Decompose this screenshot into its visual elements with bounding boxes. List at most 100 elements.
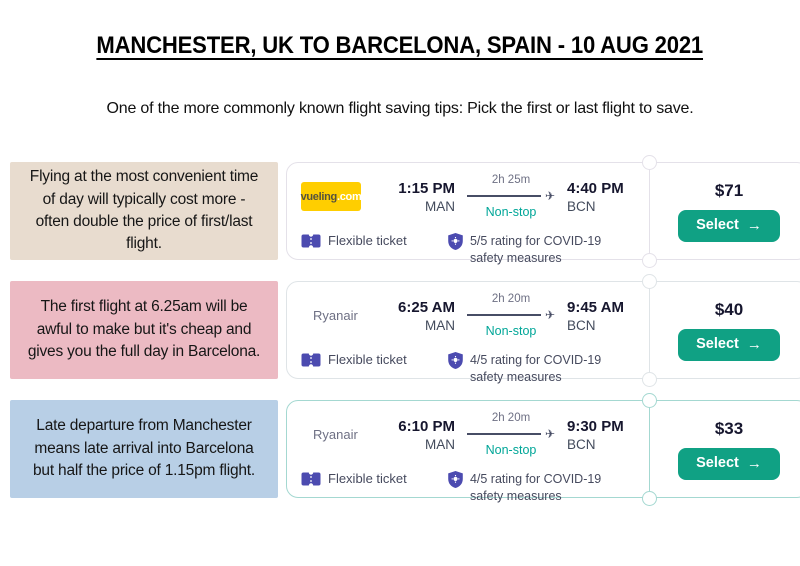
covid-rating-text: 4/5 rating for COVID-19 safety measures [469, 353, 602, 384]
duration-block: 2h 20m ✈ Non-stop [455, 412, 567, 457]
flexible-ticket-label: Flexible ticket [328, 352, 407, 367]
flight-row-2: The first flight at 6.25am will be awful… [10, 273, 800, 387]
flight-summary: Ryanair 6:10 PM MAN 2h 20m ✈ Non-stop [287, 401, 649, 462]
departure: 1:15 PM MAN [389, 180, 455, 214]
price-label: $33 [714, 418, 744, 438]
note-box: Flying at the most convenient time of da… [10, 162, 278, 260]
airline-name: Ryanair [313, 308, 358, 323]
departure-time: 6:10 PM [398, 417, 455, 435]
covid-rating: 4/5 rating for COVID-19 safety measures [448, 352, 635, 386]
note-box: Late departure from Manchester means lat… [10, 400, 278, 498]
stops-label: Non-stop [485, 205, 537, 219]
departure-airport: MAN [425, 317, 455, 333]
covid-rating: 4/5 rating for COVID-19 safety measures [448, 471, 635, 505]
covid-rating-text: 4/5 rating for COVID-19 safety measures [469, 472, 602, 503]
covid-rating: 5/5 rating for COVID-19 safety measures [448, 233, 635, 267]
flight-card: Ryanair 6:25 AM MAN 2h 20m ✈ Non-stop [286, 273, 800, 387]
airline-name: Ryanair [313, 427, 358, 442]
ticket-perforation [642, 154, 657, 268]
flight-path: ✈ [467, 309, 555, 321]
flight-card: vueling .com 1:15 PM MAN 2h 25m ✈ Non-sto [286, 154, 800, 268]
departure: 6:10 PM MAN [389, 418, 455, 452]
flight-extras: Flexible ticket 5/5 rating for COVID-19 … [287, 224, 649, 277]
ticket-icon [301, 233, 321, 248]
airline-cell: Ryanair [301, 427, 389, 442]
arrow-right-icon: → [746, 216, 762, 234]
ticket-icon [301, 352, 321, 367]
select-button-label: Select [696, 336, 739, 352]
arrival-time: 9:45 AM [567, 298, 624, 316]
flight-summary: Ryanair 6:25 AM MAN 2h 20m ✈ Non-stop [287, 282, 649, 343]
arrival-airport: BCN [567, 198, 596, 214]
plane-icon: ✈ [544, 308, 555, 322]
plane-icon: ✈ [544, 427, 555, 441]
duration-block: 2h 20m ✈ Non-stop [455, 293, 567, 338]
duration-label: 2h 25m [491, 174, 531, 186]
duration-block: 2h 25m ✈ Non-stop [455, 174, 567, 219]
note-text: Late departure from Manchester means lat… [33, 417, 255, 480]
flight-path: ✈ [467, 190, 555, 202]
arrow-right-icon: → [746, 335, 762, 353]
price-section: $71 Select → [650, 163, 800, 259]
airline-cell: vueling .com [301, 182, 389, 211]
plane-icon: ✈ [544, 189, 555, 203]
select-button-label: Select [696, 217, 739, 233]
ticket-icon [301, 471, 321, 486]
arrival-time: 9:30 PM [567, 417, 624, 435]
flight-card: Ryanair 6:10 PM MAN 2h 20m ✈ Non-stop [286, 392, 800, 506]
departure-time: 1:15 PM [398, 179, 455, 197]
flexible-ticket-label: Flexible ticket [328, 233, 407, 248]
flexible-ticket: Flexible ticket [301, 471, 448, 486]
flight-path-line [467, 314, 541, 316]
note-box: The first flight at 6.25am will be awful… [10, 281, 278, 379]
vueling-logo-brand: vueling [300, 190, 338, 203]
departure: 6:25 AM MAN [389, 299, 455, 333]
flight-extras: Flexible ticket 4/5 rating for COVID-19 … [287, 343, 649, 396]
flight-row-3: Late departure from Manchester means lat… [10, 392, 800, 506]
stops-label: Non-stop [485, 324, 537, 338]
vueling-logo-suffix: .com [336, 190, 362, 203]
flight-path: ✈ [467, 428, 555, 440]
arrival: 9:45 AM BCN [567, 299, 637, 333]
price-section: $40 Select → [650, 282, 800, 378]
vueling-logo: vueling .com [300, 182, 362, 211]
departure-airport: MAN [425, 198, 455, 214]
select-button[interactable]: Select → [678, 209, 780, 242]
shield-icon [448, 471, 463, 488]
flight-path-line [467, 433, 541, 435]
stops-label: Non-stop [485, 443, 537, 457]
arrival: 4:40 PM BCN [567, 180, 637, 214]
flexible-ticket: Flexible ticket [301, 233, 448, 248]
flight-rows: Flying at the most convenient time of da… [10, 154, 800, 506]
flight-path-line [467, 195, 541, 197]
price-label: $71 [714, 180, 744, 200]
arrival-time: 4:40 PM [567, 179, 624, 197]
select-button[interactable]: Select → [678, 328, 780, 361]
departure-time: 6:25 AM [398, 298, 455, 316]
departure-airport: MAN [425, 436, 455, 452]
arrival: 9:30 PM BCN [567, 418, 637, 452]
duration-label: 2h 20m [491, 412, 531, 424]
select-button-label: Select [696, 455, 739, 471]
duration-label: 2h 20m [491, 293, 531, 305]
page-title-text: MANCHESTER, UK TO BARCELONA, SPAIN - 10 … [96, 32, 704, 59]
flight-details: Ryanair 6:10 PM MAN 2h 20m ✈ Non-stop [287, 401, 649, 503]
flight-details: vueling .com 1:15 PM MAN 2h 25m ✈ Non-sto [287, 163, 649, 265]
flexible-ticket-label: Flexible ticket [328, 471, 407, 486]
covid-rating-text: 5/5 rating for COVID-19 safety measures [469, 234, 602, 265]
arrival-airport: BCN [567, 317, 596, 333]
flight-summary: vueling .com 1:15 PM MAN 2h 25m ✈ Non-sto [287, 163, 649, 224]
page-subtitle: One of the more commonly known flight sa… [106, 100, 694, 117]
flight-extras: Flexible ticket 4/5 rating for COVID-19 … [287, 462, 649, 515]
price-label: $40 [714, 299, 744, 319]
page-title: MANCHESTER, UK TO BARCELONA, SPAIN - 10 … [0, 32, 800, 60]
flight-row-1: Flying at the most convenient time of da… [10, 154, 800, 268]
arrow-right-icon: → [746, 454, 762, 472]
select-button[interactable]: Select → [678, 447, 780, 480]
ticket-perforation [642, 273, 657, 387]
shield-icon [448, 352, 463, 369]
price-section: $33 Select → [650, 401, 800, 497]
ticket-perforation [642, 392, 657, 506]
shield-icon [448, 233, 463, 250]
flight-details: Ryanair 6:25 AM MAN 2h 20m ✈ Non-stop [287, 282, 649, 384]
